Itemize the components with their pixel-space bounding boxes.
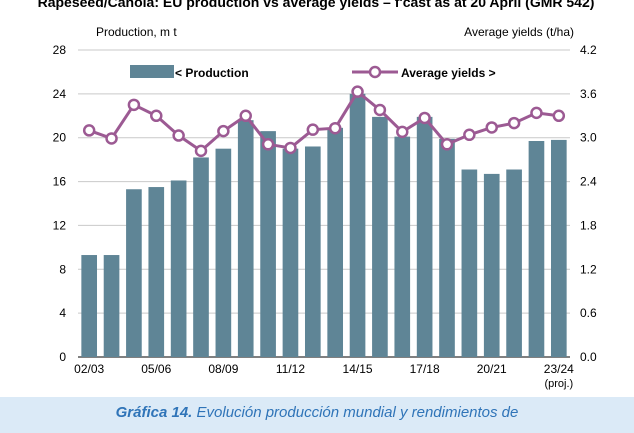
yield-point (440, 138, 454, 151)
production-bar (461, 169, 478, 357)
yield-point (127, 98, 141, 112)
yield-point (306, 123, 320, 136)
chart-panel: Rapeseed/Canola: EU production vs averag… (0, 0, 634, 397)
yield-point (284, 141, 297, 155)
yield-point (261, 138, 275, 151)
x-tick-label: 20/21 (477, 362, 507, 376)
yield-point (194, 144, 208, 158)
legend-production-label: < Production (175, 66, 249, 80)
yield-point (172, 129, 185, 142)
yield-point (373, 103, 387, 117)
production-bar (550, 139, 567, 357)
y-right-tick-label: 3.0 (580, 131, 597, 145)
production-bar (372, 116, 388, 357)
y-right-axis-title: Average yields (t/ha) (464, 25, 574, 39)
y-right-tick-label: 4.2 (580, 43, 597, 57)
yield-point (396, 125, 409, 139)
x-tick-label: 11/12 (276, 362, 305, 376)
x-tick-label: 08/09 (208, 362, 238, 376)
production-bar (483, 173, 500, 357)
yield-point (239, 109, 252, 123)
yield-point (463, 128, 476, 142)
x-tick-label: 14/15 (343, 362, 373, 376)
production-bar (215, 148, 232, 357)
yield-point (552, 109, 566, 123)
production-bar (237, 120, 254, 358)
y-left-tick-label: 12 (53, 218, 67, 232)
production-bar (416, 116, 433, 357)
production-bar (81, 255, 98, 357)
y-right-tick-label: 2.4 (580, 175, 597, 189)
yield-point (485, 121, 498, 134)
y-right-tick-label: 1.2 (580, 262, 597, 276)
production-bar (148, 187, 165, 357)
production-bar (349, 93, 366, 357)
production-bar (304, 146, 321, 357)
production-bar (528, 141, 545, 357)
x-tick-label: 17/18 (410, 362, 440, 376)
yield-point (530, 106, 543, 120)
x-tick-note: (proj.) (544, 378, 573, 390)
production-bar (193, 157, 209, 357)
y-left-tick-label: 8 (59, 262, 66, 276)
production-bar (170, 180, 187, 357)
x-tick-label: 02/03 (74, 362, 104, 376)
y-left-tick-label: 28 (53, 43, 67, 57)
figure-caption: Gráfica 14. Evolución producción mundial… (0, 404, 634, 421)
yield-point (507, 116, 521, 130)
legend-yield-label: Average yields > (401, 66, 496, 80)
production-bar (282, 148, 299, 357)
caption-label: Gráfica 14. (115, 404, 193, 421)
y-left-axis-title: Production, m t (96, 25, 177, 39)
y-right-tick-label: 3.6 (580, 87, 597, 101)
production-bar (103, 255, 120, 357)
y-left-tick-label: 16 (53, 175, 67, 189)
y-left-tick-label: 24 (53, 87, 67, 101)
y-right-tick-label: 1.8 (580, 218, 597, 232)
chart-svg: 0 4 8 12 16 20 24 28 0.0 0.6 1.2 1.8 2.4 3.0 3.6 4.2 Pro… (53, 25, 597, 390)
y-left-tick-label: 20 (53, 131, 67, 145)
yield-point (150, 109, 163, 123)
production-bar (506, 169, 522, 357)
x-tick-label: 05/06 (141, 362, 171, 376)
yield-point (82, 124, 96, 137)
production-bar (439, 138, 455, 357)
legend-production-swatch (130, 65, 174, 78)
y-right-tick-label: 0.6 (580, 306, 597, 320)
chart-title: Rapeseed/Canola: EU production vs averag… (37, 0, 595, 10)
caption-text: Evolución producción mundial y rendimien… (192, 404, 519, 421)
yield-point (351, 85, 364, 98)
legend-yield-swatch-marker (368, 65, 382, 79)
y-left-tick-label: 4 (59, 306, 66, 320)
production-bar (394, 136, 411, 357)
production-bar (260, 131, 276, 357)
yield-line (88, 89, 560, 153)
yield-point (418, 111, 431, 125)
y-right-tick-label: 0.0 (580, 350, 597, 364)
yield-point (217, 124, 230, 138)
y-left-tick-label: 0 (59, 350, 66, 364)
production-bar (126, 189, 142, 357)
yield-point (105, 132, 118, 145)
yield-point (328, 121, 342, 135)
production-bar (327, 127, 344, 357)
x-tick-label: 23/24 (544, 362, 574, 376)
